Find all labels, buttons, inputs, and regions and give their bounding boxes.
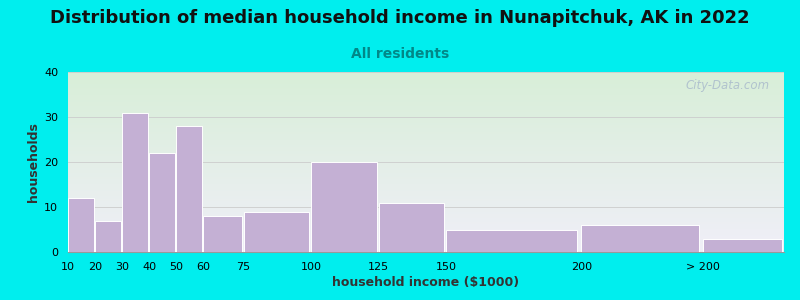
Bar — [149, 153, 175, 252]
Bar — [95, 220, 122, 252]
Bar — [446, 230, 578, 252]
Y-axis label: households: households — [27, 122, 40, 202]
Text: All residents: All residents — [351, 46, 449, 61]
Bar — [311, 162, 377, 252]
Bar — [122, 112, 148, 252]
Bar — [203, 216, 242, 252]
Text: Distribution of median household income in Nunapitchuk, AK in 2022: Distribution of median household income … — [50, 9, 750, 27]
Bar — [703, 238, 782, 252]
Bar — [244, 212, 309, 252]
Bar — [582, 225, 699, 252]
Bar — [378, 202, 444, 252]
Bar — [68, 198, 94, 252]
X-axis label: household income ($1000): household income ($1000) — [333, 276, 519, 289]
Bar — [176, 126, 202, 252]
Text: City-Data.com: City-Data.com — [686, 79, 770, 92]
